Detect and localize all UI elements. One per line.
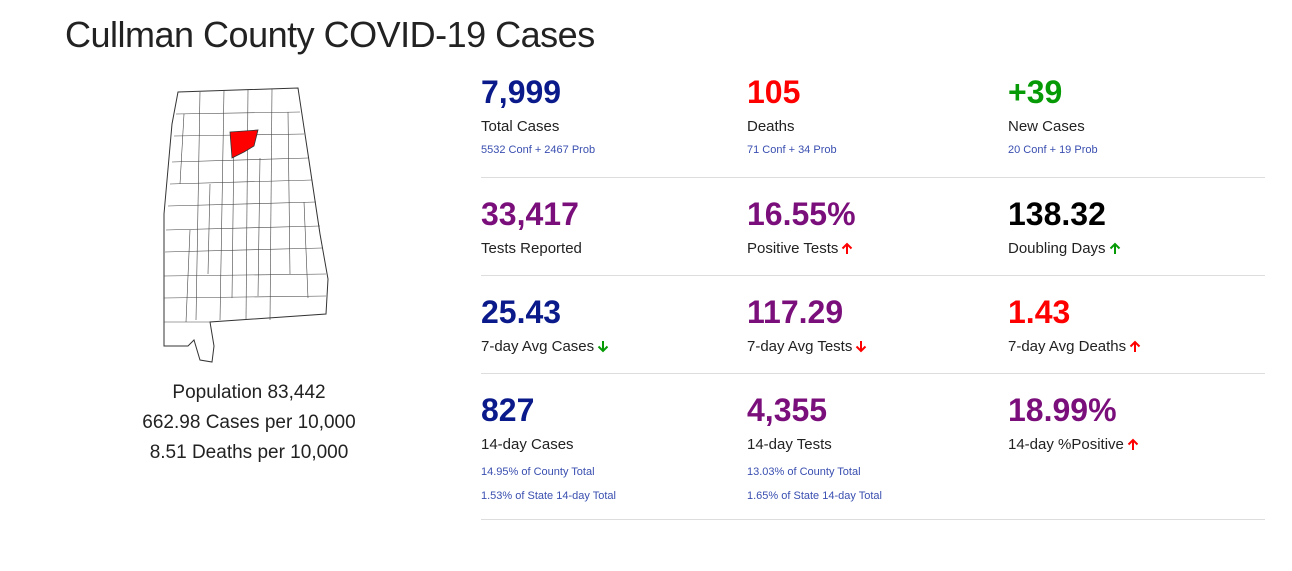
stat-sub: 5532 Conf + 2467 Prob xyxy=(481,144,596,156)
stats-row-2: 33,417 Tests Reported 16.55% Positive Te… xyxy=(481,196,1265,276)
stat-value: 4,355 xyxy=(747,392,828,428)
stat-label: 7-day Avg Tests xyxy=(747,338,853,355)
stat-14day-cases: 827 14-day Cases 14.95% of County Total … xyxy=(481,392,616,503)
stat-label-with-arrow: 7-day Avg Deaths xyxy=(1008,337,1141,359)
stat-label-with-arrow: Doubling Days xyxy=(1008,239,1121,261)
stat-14day-tests: 4,355 14-day Tests 13.03% of County Tota… xyxy=(747,392,882,503)
stat-value: 1.43 xyxy=(1008,294,1071,330)
stat-value: 105 xyxy=(747,74,801,110)
stat-value: 25.43 xyxy=(481,294,562,330)
stat-positive-tests: 16.55% Positive Tests xyxy=(747,196,856,261)
county-summary: Population 83,442 662.98 Cases per 10,00… xyxy=(120,378,378,468)
stat-label: 14-day Cases xyxy=(481,436,574,453)
stat-value: +39 xyxy=(1008,74,1063,110)
stat-value: 16.55% xyxy=(747,196,856,232)
stat-tests-reported: 33,417 Tests Reported xyxy=(481,196,582,259)
stats-row-3: 25.43 7-day Avg Cases 117.29 7-day Avg T… xyxy=(481,294,1265,374)
alabama-county-map xyxy=(163,87,329,363)
population-text: Population 83,442 xyxy=(172,382,326,403)
stat-doubling-days: 138.32 Doubling Days xyxy=(1008,196,1121,261)
stat-label: 7-day Avg Cases xyxy=(481,338,595,355)
stat-sub: 20 Conf + 19 Prob xyxy=(1008,144,1098,156)
stat-value: 33,417 xyxy=(481,196,579,232)
stat-value: 7,999 xyxy=(481,74,562,110)
stat-sub: 1.65% of State 14-day Total xyxy=(747,490,882,502)
stat-7day-avg-tests: 117.29 7-day Avg Tests xyxy=(747,294,867,359)
deaths-per-10000-text: 8.51 Deaths per 10,000 xyxy=(149,442,349,463)
stat-total-cases: 7,999 Total Cases 5532 Conf + 2467 Prob xyxy=(481,74,595,157)
stat-sub: 14.95% of County Total xyxy=(481,466,595,478)
arrow-up-icon xyxy=(1109,241,1121,261)
stat-label: Total Cases xyxy=(481,118,560,135)
stat-label: New Cases xyxy=(1008,118,1085,135)
stat-label: 14-day %Positive xyxy=(1008,436,1124,453)
county-lines xyxy=(163,88,327,323)
stat-label: 7-day Avg Deaths xyxy=(1008,338,1127,355)
highlighted-county xyxy=(229,129,259,159)
arrow-up-icon xyxy=(1129,339,1141,359)
stat-label-with-arrow: 7-day Avg Cases xyxy=(481,337,609,359)
stat-label: Deaths xyxy=(747,118,795,135)
stat-label: 14-day Tests xyxy=(747,436,832,453)
stat-7day-avg-deaths: 1.43 7-day Avg Deaths xyxy=(1008,294,1141,359)
stat-value: 117.29 xyxy=(747,294,844,330)
stat-7day-avg-cases: 25.43 7-day Avg Cases xyxy=(481,294,609,359)
state-outline xyxy=(163,87,329,363)
arrow-up-icon xyxy=(1127,437,1139,457)
stat-14day-positive: 18.99% 14-day %Positive xyxy=(1008,392,1139,457)
stats-row-1: 7,999 Total Cases 5532 Conf + 2467 Prob … xyxy=(481,74,1265,178)
stat-label-with-arrow: Positive Tests xyxy=(747,239,856,261)
stat-label: Positive Tests xyxy=(747,240,839,257)
stat-value: 18.99% xyxy=(1008,392,1117,428)
stats-row-4: 827 14-day Cases 14.95% of County Total … xyxy=(481,392,1265,520)
arrow-down-icon xyxy=(597,339,609,359)
stat-sub: 13.03% of County Total xyxy=(747,466,861,478)
stat-new-cases: +39 New Cases 20 Conf + 19 Prob xyxy=(1008,74,1098,157)
stat-label: Tests Reported xyxy=(481,240,582,257)
stat-label-with-arrow: 7-day Avg Tests xyxy=(747,337,867,359)
stat-label: Doubling Days xyxy=(1008,240,1106,257)
arrow-up-icon xyxy=(841,241,853,261)
stat-sub: 1.53% of State 14-day Total xyxy=(481,490,616,502)
stat-deaths: 105 Deaths 71 Conf + 34 Prob xyxy=(747,74,837,157)
stat-value: 138.32 xyxy=(1008,196,1106,232)
arrow-down-icon xyxy=(855,339,867,359)
stat-label-with-arrow: 14-day %Positive xyxy=(1008,435,1139,457)
stat-value: 827 xyxy=(481,392,535,428)
cases-per-10000-text: 662.98 Cases per 10,000 xyxy=(142,412,356,433)
stat-sub: 71 Conf + 34 Prob xyxy=(747,144,837,156)
page-title: Cullman County COVID-19 Cases xyxy=(65,14,595,55)
